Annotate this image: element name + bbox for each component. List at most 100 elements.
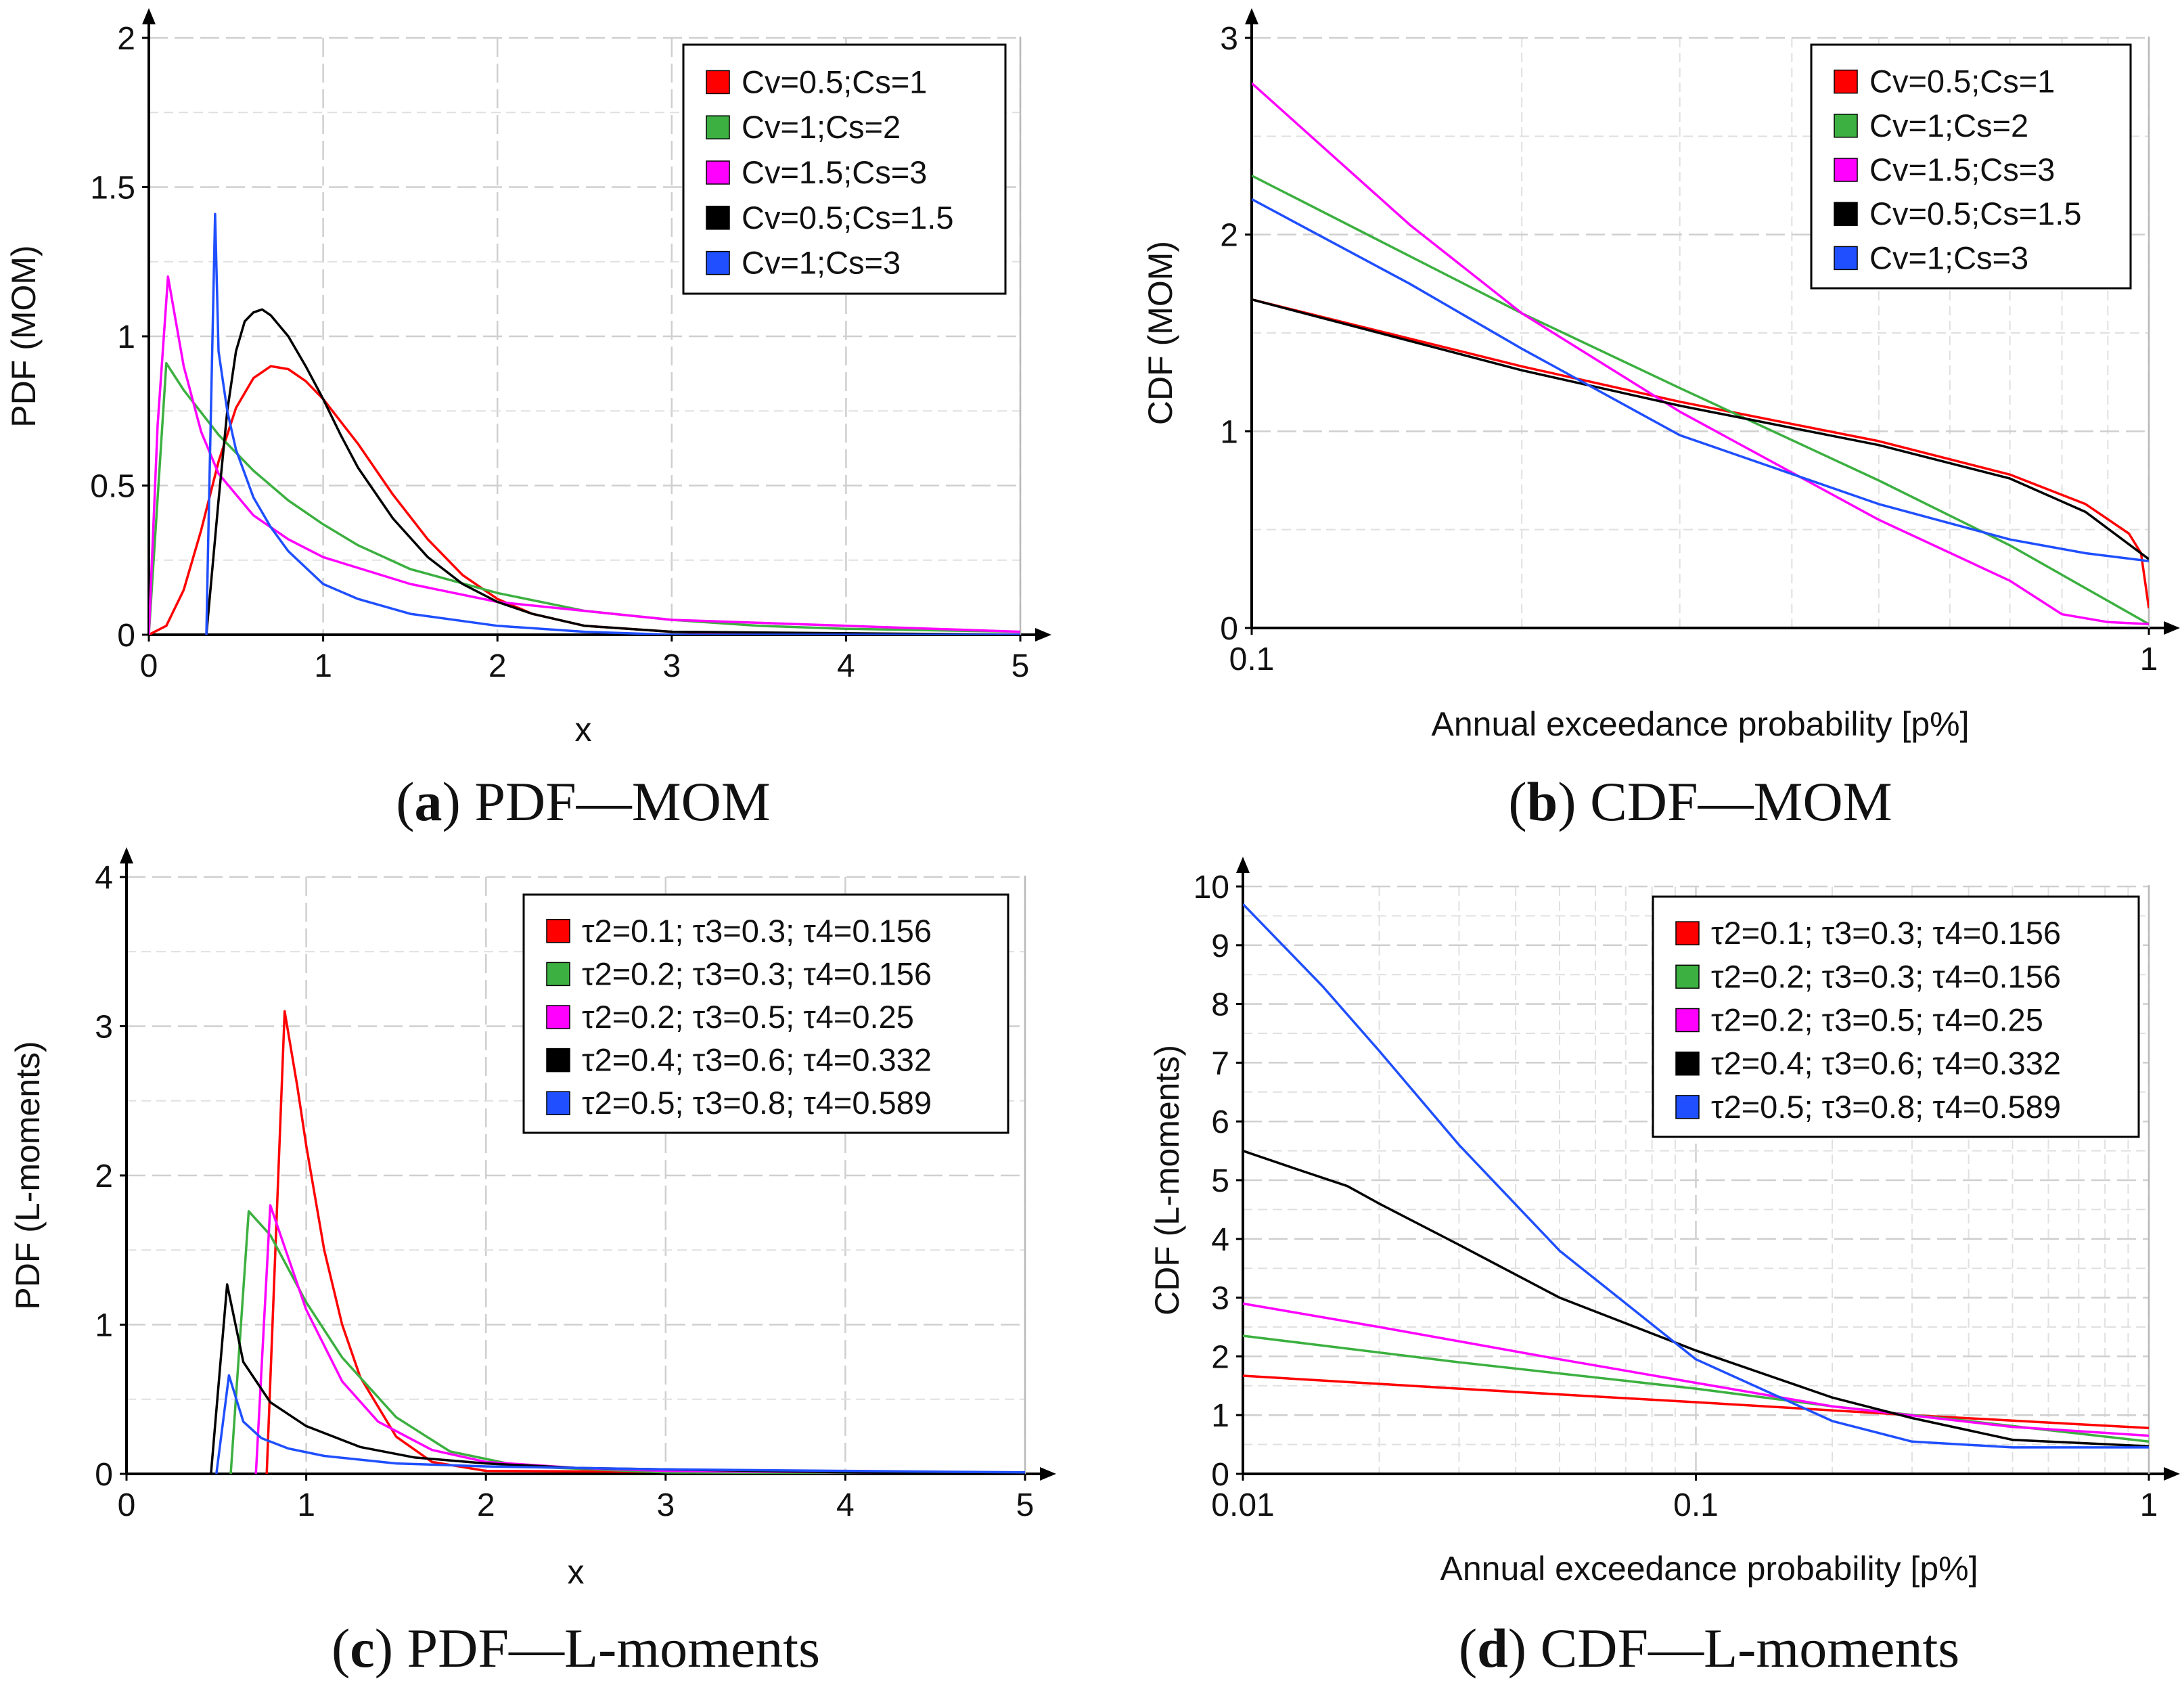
legend-box	[1810, 43, 2132, 290]
x-axis-label: x	[568, 1553, 585, 1591]
legend-entry: τ2=0.4; τ3=0.6; τ4=0.332	[1711, 1046, 2061, 1081]
legend-swatch	[706, 115, 730, 139]
legend-swatch	[1675, 964, 1700, 989]
y-axis-arrow	[1245, 8, 1258, 24]
legend-box	[1652, 895, 2140, 1138]
series-line-5	[205, 212, 1020, 635]
y-axis-arrow	[1236, 857, 1250, 873]
panel-caption: (b) CDF—MOM	[1508, 771, 1892, 832]
y-tick-label: 10	[1194, 870, 1229, 905]
caption-paren: (	[1508, 771, 1526, 832]
caption-text: CDF—L-moments	[1526, 1617, 1959, 1679]
y-tick-label: 2	[95, 1159, 113, 1194]
caption-paren: (	[332, 1617, 350, 1679]
caption-letter: a	[415, 771, 442, 832]
x-axis-label: Annual exceedance probability [p%]	[1432, 705, 1970, 743]
caption-text: PDF—MOM	[461, 771, 771, 832]
x-tick-label: 1	[2140, 1487, 2158, 1523]
y-tick-label: 0	[1220, 611, 1238, 647]
legend-entry: Cv=1.5;Cs=3	[742, 154, 927, 190]
legend-entry: Cv=0.5;Cs=1	[1869, 64, 2055, 99]
caption-text: CDF—MOM	[1576, 771, 1892, 832]
caption-letter: d	[1477, 1617, 1508, 1679]
caption-letter: c	[350, 1617, 374, 1679]
y-tick-label: 1	[117, 319, 135, 355]
legend-swatch	[1834, 246, 1858, 271]
x-axis-arrow	[1035, 628, 1051, 642]
series-line-5	[1243, 903, 2149, 1449]
y-tick-label: 4	[95, 860, 113, 896]
panel-caption: (d) CDF—L-moments	[1459, 1617, 1959, 1679]
series-line-3	[1252, 82, 2149, 625]
x-axis-arrow	[1040, 1467, 1056, 1481]
y-tick-label: 5	[1211, 1163, 1229, 1199]
x-tick-label: 1	[314, 648, 332, 684]
legend-entry: τ2=0.2; τ3=0.5; τ4=0.25	[1711, 1002, 2043, 1038]
panel-a: 0 1 2 3 4 5 0 0.5 1 1.5 2 x PDF (MOM) Cv=0.5;Cs=1 Cv=1…	[5, 8, 1051, 832]
caption-paren: )	[442, 771, 461, 832]
legend-entry: Cv=1;Cs=3	[1869, 240, 2028, 275]
y-tick-label: 2	[1220, 218, 1238, 254]
legend-entry: τ2=0.2; τ3=0.3; τ4=0.156	[582, 956, 932, 991]
legend-entry: Cv=0.5;Cs=1	[742, 64, 927, 99]
y-tick-label: 3	[95, 1010, 113, 1046]
y-tick-label: 0	[95, 1457, 113, 1493]
legend-entry: τ2=0.4; τ3=0.6; τ4=0.332	[582, 1042, 932, 1078]
caption-paren: )	[1508, 1617, 1526, 1679]
legend-swatch	[1675, 1008, 1700, 1033]
y-tick-label: 7	[1211, 1046, 1229, 1081]
legend-entry: Cv=1.5;Cs=3	[1869, 152, 2055, 187]
y-tick-label: 0.5	[90, 469, 135, 505]
legend-swatch	[706, 160, 730, 185]
legend-entry: τ2=0.1; τ3=0.3; τ4=0.156	[582, 913, 932, 949]
x-tick-label: 0.1	[1229, 642, 1275, 677]
legend-swatch	[1834, 114, 1858, 138]
y-tick-label: 2	[117, 21, 135, 57]
legend-entry: τ2=0.5; τ3=0.8; τ4=0.589	[582, 1085, 932, 1121]
panel-caption: (a) PDF—MOM	[396, 771, 771, 832]
series-line-2	[149, 361, 1020, 635]
legend-swatch	[706, 70, 730, 95]
y-axis-label: PDF (L-moments)	[9, 1041, 47, 1309]
x-tick-label: 3	[656, 1487, 675, 1523]
panel-caption: (c) PDF—L-moments	[332, 1617, 820, 1679]
x-tick-label: 0.01	[1211, 1487, 1274, 1523]
y-tick-label: 2	[1211, 1339, 1229, 1375]
x-tick-label: 2	[477, 1487, 495, 1523]
x-tick-label: 0	[118, 1487, 136, 1523]
y-tick-label: 3	[1220, 21, 1238, 57]
x-axis-label: x	[575, 711, 592, 748]
x-axis-label: Annual exceedance probability [p%]	[1440, 1550, 1978, 1588]
y-tick-label: 0	[1211, 1457, 1229, 1493]
series-line-4	[1243, 1149, 2149, 1447]
series-line-2	[1252, 174, 2149, 625]
y-tick-label: 3	[1211, 1281, 1229, 1317]
y-axis-arrow	[120, 847, 133, 863]
legend: Cv=0.5;Cs=1 Cv=1;Cs=2 Cv=1.5;Cs=3 Cv=0.5;Cs…	[682, 43, 1007, 295]
legend: τ2=0.1; τ3=0.3; τ4=0.156 τ2=0.2; τ3=0.3; …	[1652, 895, 2140, 1138]
legend-swatch	[1675, 1095, 1700, 1119]
x-tick-label: 1	[297, 1487, 315, 1523]
legend-swatch	[1675, 921, 1700, 945]
y-tick-label: 9	[1211, 928, 1229, 964]
caption-paren: (	[1459, 1617, 1477, 1679]
caption-paren: )	[375, 1617, 393, 1679]
y-axis-label: PDF (MOM)	[5, 245, 43, 427]
legend-swatch	[706, 250, 730, 275]
series-line-3	[1243, 1302, 2149, 1437]
legend-swatch	[706, 206, 730, 230]
x-axis-arrow	[2164, 621, 2180, 635]
legend-swatch	[546, 962, 570, 987]
x-tick-label: 4	[837, 648, 855, 684]
y-tick-label: 0	[117, 618, 135, 654]
legend-entry: Cv=0.5;Cs=1.5	[742, 200, 954, 235]
y-tick-label: 6	[1211, 1104, 1229, 1140]
x-tick-label: 4	[836, 1487, 855, 1523]
legend-entry: Cv=1;Cs=3	[742, 245, 901, 281]
legend-swatch	[1675, 1051, 1700, 1076]
caption-text: PDF—L-moments	[393, 1617, 820, 1679]
x-tick-label: 5	[1012, 648, 1030, 684]
y-axis-arrow	[142, 8, 156, 24]
